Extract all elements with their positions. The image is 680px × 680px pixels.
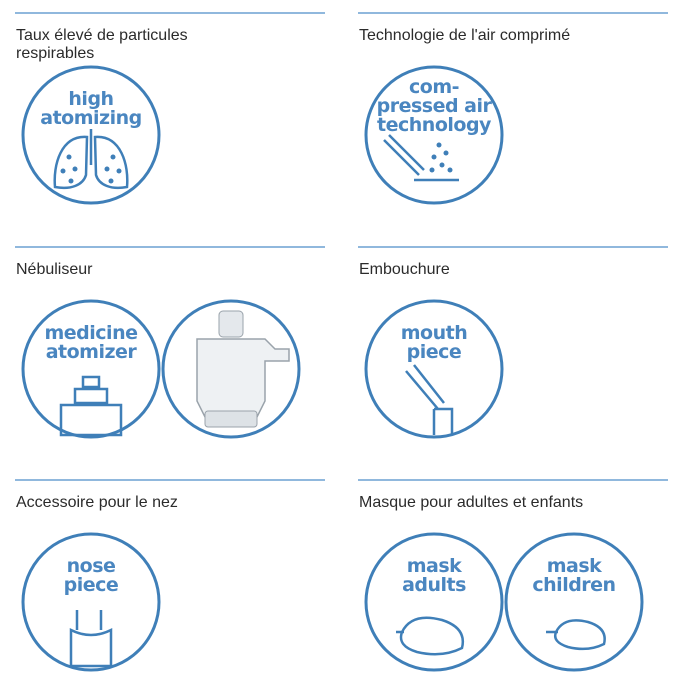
dot xyxy=(439,162,445,168)
dot xyxy=(110,154,116,160)
icon-label: atomizer xyxy=(46,341,138,363)
dot xyxy=(108,178,114,184)
nozzle-icon xyxy=(383,134,459,182)
dot xyxy=(72,166,78,172)
icon-label: children xyxy=(532,574,615,596)
product-photo xyxy=(204,410,258,428)
feature-title: Technologie de l'air comprimé xyxy=(359,27,570,44)
mask-icon xyxy=(546,619,606,651)
feature-cell: Masque pour adultes et enfantsmaskadults… xyxy=(358,479,668,672)
icon-circle xyxy=(21,299,161,439)
dot xyxy=(431,154,437,160)
icon-label: adults xyxy=(402,574,466,596)
icon-circle xyxy=(364,65,504,205)
icon-label: piece xyxy=(64,574,119,596)
feature-title: Taux élevé de particules xyxy=(16,27,188,44)
mask-icon xyxy=(396,616,465,656)
lungs-icon xyxy=(53,129,129,190)
dot xyxy=(447,167,453,173)
icon-circle xyxy=(364,299,504,439)
dot xyxy=(68,178,74,184)
dot xyxy=(104,166,110,172)
icon-label: technology xyxy=(377,114,492,136)
icon-label: piece xyxy=(407,341,462,363)
icon-circle xyxy=(21,532,161,672)
icon-label: medicine xyxy=(45,322,138,344)
feature-title: Embouchure xyxy=(359,261,450,278)
dot xyxy=(436,142,442,148)
icon-label: high xyxy=(68,88,113,110)
dot xyxy=(429,167,435,173)
feature-cell: Technologie de l'air comprimé com-pressed… xyxy=(358,12,668,205)
feature-title: Accessoire pour le nez xyxy=(16,494,178,511)
icon-label: atomizing xyxy=(40,107,141,129)
icon-label: com- xyxy=(409,76,459,98)
product-photo xyxy=(218,310,244,338)
icon-label: mouth xyxy=(401,322,468,344)
dot xyxy=(60,168,66,174)
feature-title: Nébuliseur xyxy=(16,261,93,278)
icon-label: nose xyxy=(67,555,116,577)
icon-label: mask xyxy=(547,555,602,577)
nose-icon xyxy=(69,610,113,668)
mouthpiece-icon xyxy=(405,364,454,435)
icon-label: mask xyxy=(407,555,462,577)
dot xyxy=(443,150,449,156)
icon-label: pressed air xyxy=(377,95,493,117)
feature-title: respirables xyxy=(16,45,94,62)
icon-circle xyxy=(504,532,644,672)
product-photo xyxy=(196,338,290,422)
feature-title: Masque pour adultes et enfants xyxy=(359,494,583,511)
dot xyxy=(66,154,72,160)
atomizer-icon xyxy=(59,375,123,437)
dot xyxy=(116,168,122,174)
